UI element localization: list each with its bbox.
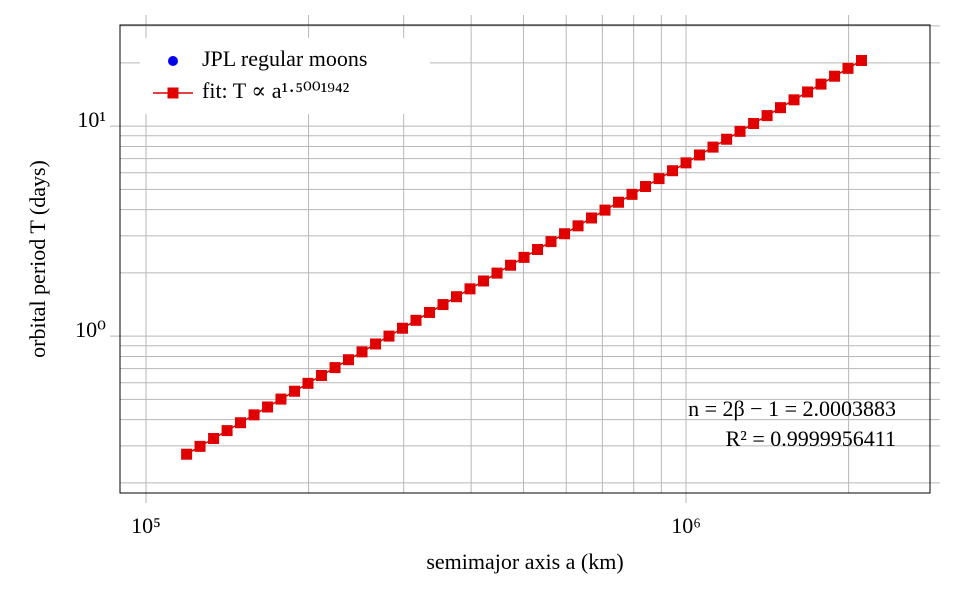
fit-marker <box>451 291 463 303</box>
fit-marker <box>342 354 354 366</box>
fit-marker <box>599 204 611 216</box>
y-tick-label: 10¹ <box>77 107 106 132</box>
y-tick-label: 10⁰ <box>75 317 106 342</box>
fit-marker <box>234 417 246 429</box>
fit-marker <box>802 86 814 98</box>
fit-marker <box>221 425 233 437</box>
fit-marker <box>478 275 490 287</box>
fit-marker <box>761 110 773 122</box>
fit-marker <box>518 251 530 263</box>
fit-marker <box>383 330 395 342</box>
fit-marker <box>640 180 652 192</box>
fit-marker <box>842 62 854 74</box>
fit-marker <box>774 102 786 114</box>
legend-box <box>140 38 430 114</box>
fit-marker <box>667 165 679 177</box>
legend-label: fit: T ∝ a¹·⁵⁰⁰¹⁹⁴² <box>202 78 350 103</box>
fit-marker <box>396 322 408 334</box>
fit-marker <box>748 117 760 129</box>
fit-marker <box>788 94 800 106</box>
fit-marker <box>356 346 368 358</box>
fit-marker <box>437 299 449 311</box>
legend-label: JPL regular moons <box>202 46 367 71</box>
fit-marker <box>734 125 746 137</box>
fit-marker <box>626 188 638 200</box>
fit-marker <box>410 314 422 326</box>
annotation: R² = 0.9999956411 <box>726 426 896 451</box>
annotation: n = 2β − 1 = 2.0003883 <box>688 396 896 421</box>
fit-marker <box>248 409 260 421</box>
fit-marker <box>329 362 341 374</box>
y-axis-label: orbital period T (days) <box>25 160 50 358</box>
legend-marker <box>168 56 178 66</box>
x-axis-label: semimajor axis a (km) <box>426 549 623 574</box>
fit-marker <box>707 141 719 153</box>
fit-marker <box>829 70 841 82</box>
fit-marker <box>613 196 625 208</box>
fit-marker <box>680 157 692 169</box>
fit-marker <box>572 220 584 232</box>
fit-marker <box>491 267 503 279</box>
fit-marker <box>370 338 382 350</box>
fit-marker <box>693 149 705 161</box>
fit-marker <box>424 306 436 318</box>
fit-marker <box>532 243 544 255</box>
fit-marker <box>302 377 314 389</box>
fit-marker <box>464 283 476 295</box>
fit-marker <box>721 133 733 145</box>
fit-marker <box>855 55 867 67</box>
fit-marker <box>275 393 287 405</box>
fit-marker <box>545 236 557 248</box>
fit-marker <box>815 78 827 90</box>
fit-marker <box>505 259 517 271</box>
fit-marker <box>194 440 206 452</box>
fit-marker <box>559 228 571 240</box>
fit-marker <box>653 173 665 185</box>
fit-marker <box>208 432 220 444</box>
plot-frame <box>119 24 931 494</box>
fit-marker <box>315 369 327 381</box>
x-tick-label: 10⁶ <box>671 513 701 538</box>
x-tick-label: 10⁵ <box>131 513 161 538</box>
legend-marker <box>167 87 179 99</box>
fit-marker <box>586 212 598 224</box>
fit-marker <box>181 448 193 460</box>
fit-marker <box>262 401 274 413</box>
fit-marker <box>289 385 301 397</box>
